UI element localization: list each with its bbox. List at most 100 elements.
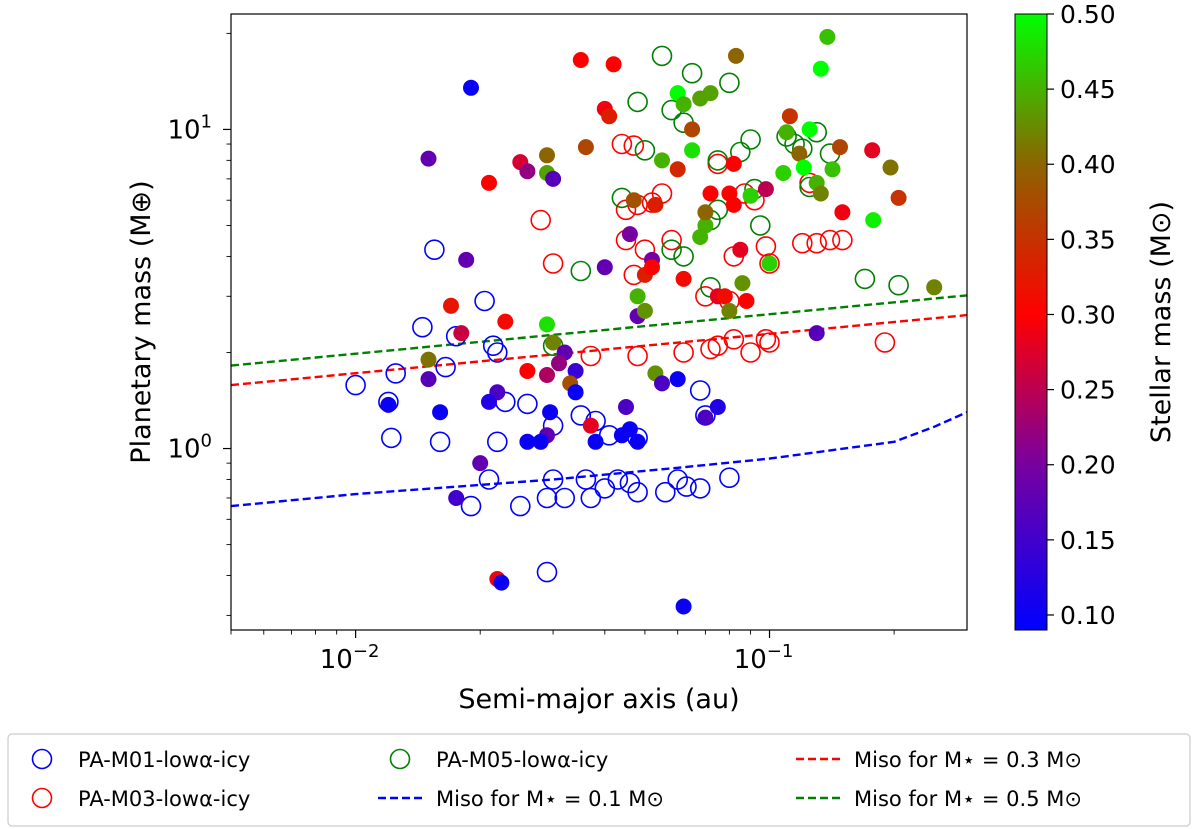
filled-point — [702, 185, 719, 202]
filled-point — [675, 96, 692, 113]
filled-point — [519, 433, 536, 450]
filled-point — [493, 574, 510, 591]
open-point-series-2 — [740, 342, 761, 363]
filled-point — [463, 79, 479, 96]
filled-point — [732, 241, 749, 258]
legend-marker — [31, 787, 53, 809]
filled-point — [458, 251, 475, 268]
filled-point — [420, 351, 437, 368]
legend-box — [7, 733, 1191, 827]
open-point-series-1 — [542, 469, 564, 490]
filled-point — [757, 181, 774, 198]
open-point-series-1 — [627, 481, 648, 503]
filled-point — [545, 170, 562, 187]
legend-label: PA-M05-lowα-icy — [436, 748, 608, 772]
open-point-series-1 — [412, 316, 433, 338]
open-point-series-2 — [627, 345, 648, 367]
iso-line-2 — [231, 313, 967, 387]
open-point-series-2 — [874, 332, 896, 353]
legend-entry: PA-M03-lowα-icy — [31, 787, 250, 811]
legend-entry: PA-M05-lowα-icy — [389, 748, 608, 772]
filled-point — [605, 56, 622, 73]
filled-point — [697, 217, 714, 234]
filled-point — [819, 28, 836, 45]
open-point-series-2 — [723, 328, 745, 350]
filled-point — [781, 108, 798, 125]
legend-label: Miso for M⋆ = 0.3 M⊙ — [854, 748, 1082, 772]
filled-point — [824, 161, 841, 178]
x-tick-label: 10−2 — [320, 641, 380, 675]
iso-lines — [231, 294, 967, 508]
filled-point — [725, 196, 742, 213]
filled-point — [834, 204, 851, 221]
filled-point — [519, 163, 536, 180]
legend-label: Miso for M⋆ = 0.5 M⊙ — [854, 787, 1082, 811]
open-point-series-1 — [536, 561, 558, 583]
filled-point — [636, 302, 653, 319]
open-point-series-3 — [661, 239, 682, 260]
filled-point — [742, 187, 759, 204]
legend-entry: PA-M01-lowα-icy — [31, 748, 250, 772]
open-point-series-2 — [819, 229, 841, 251]
filled-point — [775, 165, 792, 181]
filled-point — [761, 255, 778, 272]
filled-point — [684, 121, 701, 138]
filled-point — [675, 270, 692, 287]
colorbar-tick-label: 0.45 — [1060, 75, 1116, 104]
filled-point — [801, 121, 818, 138]
filled-point — [721, 302, 738, 319]
y-tick-labels: 100 101 — [167, 111, 212, 464]
filled-point — [545, 334, 562, 351]
open-point-series-1 — [580, 487, 602, 509]
legend-entry: Miso for M⋆ = 0.3 M⊙ — [796, 748, 1082, 772]
legend-label: Miso for M⋆ = 0.1 M⊙ — [436, 787, 664, 811]
filled-point — [864, 142, 881, 159]
open-point-series-3 — [888, 274, 909, 296]
legend-label: PA-M03-lowα-icy — [78, 787, 250, 811]
filled-point — [832, 139, 848, 156]
filled-point — [669, 371, 686, 388]
open-point-series-2 — [661, 229, 682, 251]
colorbar-tick-label: 0.25 — [1060, 376, 1116, 405]
filled-point — [728, 47, 744, 64]
y-tick-label: 101 — [167, 111, 212, 145]
open-point-series-2 — [623, 135, 645, 156]
filled-point — [481, 393, 497, 410]
filled-point — [380, 396, 397, 413]
y-axis-label: Planetary mass (M⊕) — [126, 180, 157, 463]
open-point-series-1 — [536, 487, 558, 509]
filled-point — [443, 297, 459, 314]
filled-point — [629, 288, 646, 305]
filled-point — [791, 145, 808, 162]
filled-point — [582, 417, 599, 434]
open-point-series-1 — [517, 393, 538, 415]
open-point-series-3 — [673, 246, 694, 267]
filled-point — [738, 293, 755, 309]
open-point-series-1 — [345, 374, 366, 396]
filled-point — [926, 279, 943, 296]
filled-point — [453, 325, 470, 342]
x-tick-labels: 10−2 10−1 — [320, 641, 794, 675]
filled-point — [420, 150, 437, 167]
filled-point — [587, 433, 604, 450]
filled-point — [778, 124, 795, 141]
open-point-series-3 — [570, 260, 592, 282]
open-point-series-2 — [759, 332, 780, 353]
open-point-series-1 — [460, 495, 482, 517]
filled-point — [551, 355, 567, 372]
filled-point — [539, 367, 555, 383]
open-point-series-2 — [611, 133, 633, 155]
open-point-series-3 — [681, 62, 703, 84]
filled-point — [684, 142, 701, 159]
filled-point — [618, 399, 634, 415]
filled-point — [654, 375, 670, 392]
filled-point — [716, 288, 733, 305]
open-point-series-2 — [806, 232, 828, 254]
colorbar — [1014, 13, 1048, 631]
filled-point — [472, 455, 489, 472]
open-point-series-1 — [424, 239, 445, 260]
x-tick-label: 10−1 — [734, 641, 794, 675]
filled-point — [669, 161, 686, 178]
open-point-series-1 — [486, 342, 508, 363]
